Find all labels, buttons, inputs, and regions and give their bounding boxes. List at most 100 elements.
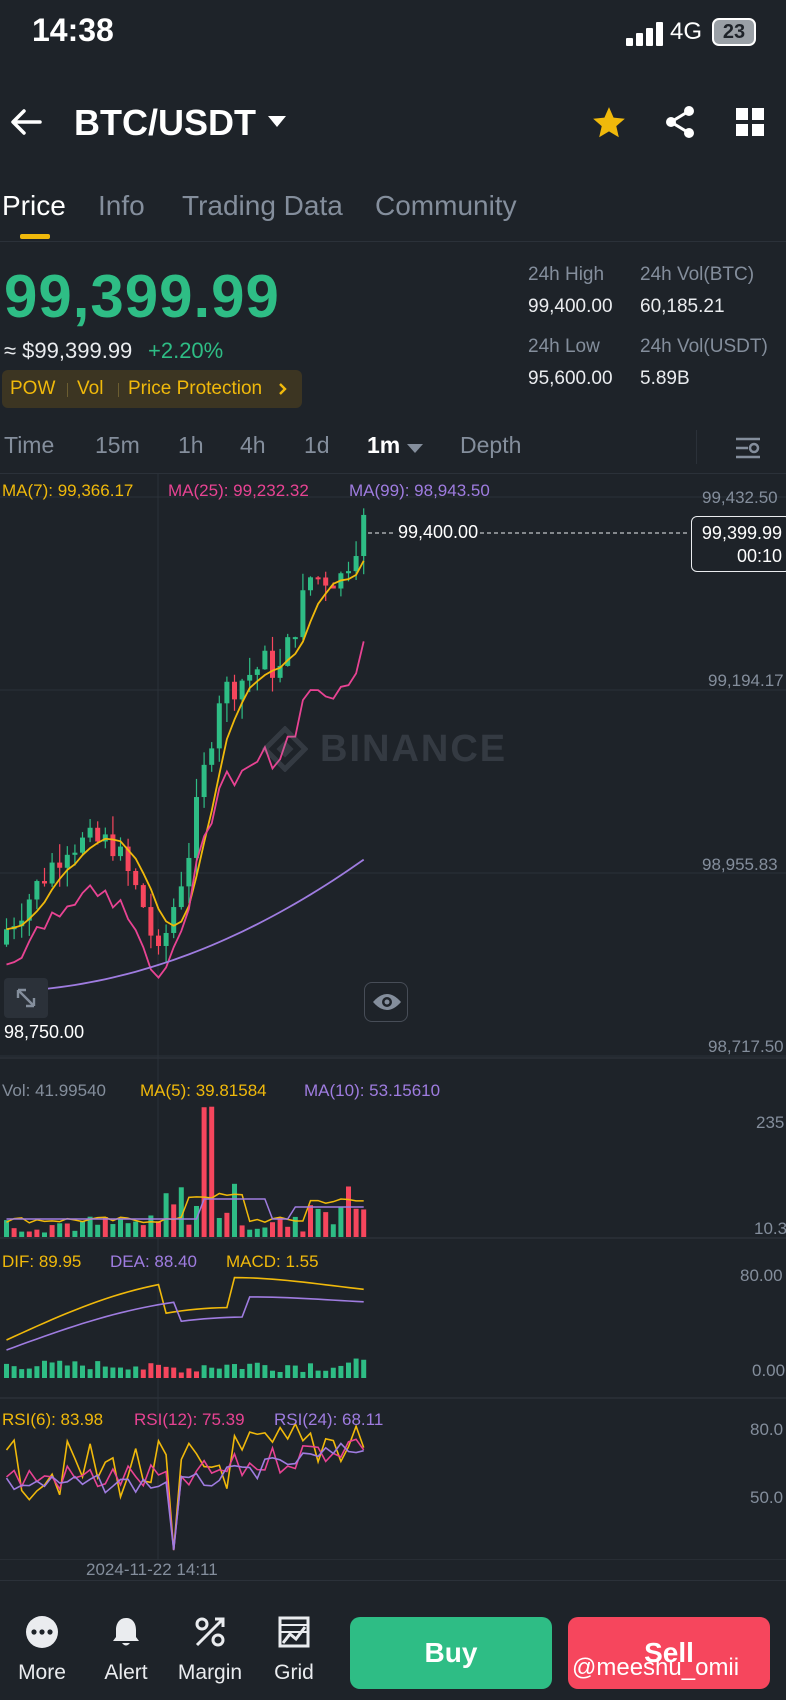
candle-body bbox=[308, 577, 313, 591]
grid-button[interactable]: Grid bbox=[254, 1615, 334, 1685]
alert-button[interactable]: Alert bbox=[86, 1615, 166, 1685]
buy-button[interactable]: Buy bbox=[350, 1617, 552, 1689]
eye-icon[interactable] bbox=[364, 982, 408, 1022]
macd-bar bbox=[224, 1364, 230, 1378]
candle-body bbox=[194, 797, 199, 858]
macd-bar bbox=[346, 1362, 351, 1378]
interval-depth[interactable]: Depth bbox=[460, 432, 522, 458]
fiat-price: ≈ $99,399.99 bbox=[4, 338, 133, 363]
candle-body bbox=[178, 886, 184, 908]
stat-low-value: 95,600.00 bbox=[528, 368, 613, 389]
interval-1m[interactable]: 1m bbox=[367, 432, 401, 458]
vol-y-tick-2: 10.3 bbox=[754, 1219, 786, 1238]
volume-bar bbox=[239, 1225, 245, 1237]
last-price-tag: 99,399.99 00:10 bbox=[691, 516, 786, 572]
tab-price[interactable]: Price bbox=[2, 190, 66, 221]
volume-bar bbox=[270, 1222, 275, 1237]
share-icon[interactable] bbox=[662, 104, 698, 140]
interval-1d[interactable]: 1d bbox=[304, 432, 330, 458]
high-price-marker: 99,400.00 bbox=[396, 522, 481, 543]
macd-bar bbox=[156, 1364, 161, 1378]
fullscreen-expand-icon[interactable] bbox=[4, 978, 48, 1018]
volume-bar bbox=[87, 1216, 93, 1237]
last-price: 99,399.99 bbox=[4, 263, 280, 330]
candle-body bbox=[346, 571, 351, 574]
macd-bar bbox=[110, 1367, 116, 1378]
candle-body bbox=[239, 680, 245, 700]
vol-y-tick-1: 235 bbox=[756, 1113, 785, 1132]
volume-bar bbox=[26, 1231, 32, 1237]
interval-15m[interactable]: 15m bbox=[95, 432, 140, 458]
candle-body bbox=[125, 846, 131, 872]
volume-bar bbox=[110, 1224, 116, 1237]
tab-community[interactable]: Community bbox=[375, 190, 517, 221]
status-time: 14:38 bbox=[32, 12, 114, 48]
tag-price-protection[interactable]: Price Protection bbox=[128, 378, 263, 399]
interval-time[interactable]: Time bbox=[4, 432, 55, 458]
macd-bar bbox=[216, 1368, 222, 1378]
grid-label: Grid bbox=[274, 1661, 314, 1684]
ma7-line bbox=[6, 560, 365, 931]
top-bar: BTC/USDT bbox=[0, 88, 786, 158]
macd-bar bbox=[95, 1361, 101, 1378]
volume-bar bbox=[361, 1209, 367, 1237]
macd-bar bbox=[186, 1368, 192, 1378]
candle-body bbox=[26, 899, 32, 921]
volume-bar bbox=[64, 1223, 70, 1237]
volume-bar bbox=[346, 1186, 351, 1237]
signal-icon bbox=[626, 22, 670, 46]
rsi24-line bbox=[5, 1442, 364, 1551]
volume-bar bbox=[72, 1230, 78, 1237]
alert-label: Alert bbox=[104, 1661, 148, 1684]
candle-body bbox=[247, 674, 253, 681]
price-chart[interactable] bbox=[0, 474, 786, 1560]
sell-button[interactable]: Sell bbox=[568, 1617, 770, 1689]
more-button[interactable]: More bbox=[2, 1615, 82, 1685]
volume-bar bbox=[178, 1187, 184, 1237]
volume-bar bbox=[125, 1223, 131, 1237]
macd-bar bbox=[292, 1365, 298, 1378]
stat-vol-usdt-label: 24h Vol(USDT) bbox=[640, 336, 768, 357]
tag-vol[interactable]: Vol bbox=[77, 378, 104, 399]
margin-label: Margin bbox=[177, 1661, 243, 1684]
tag-pow[interactable]: POW bbox=[10, 378, 56, 399]
candle-body bbox=[300, 590, 306, 638]
more-label: More bbox=[18, 1661, 66, 1684]
interval-caret-icon[interactable] bbox=[407, 444, 423, 453]
candle-body bbox=[277, 665, 283, 678]
ma99-label: MA(99): 98,943.50 bbox=[349, 481, 490, 500]
macd-bar bbox=[254, 1362, 260, 1378]
candle-countdown: 00:10 bbox=[736, 546, 782, 566]
vol-ma5-label: MA(5): 39.81584 bbox=[140, 1081, 267, 1100]
layout-grid-icon[interactable] bbox=[734, 106, 766, 138]
interval-1h[interactable]: 1h bbox=[178, 432, 204, 458]
pair-selector[interactable]: BTC/USDT bbox=[74, 102, 256, 143]
macd-bar bbox=[338, 1365, 344, 1378]
favorite-star-icon[interactable] bbox=[590, 104, 628, 142]
macd-bar bbox=[315, 1370, 321, 1378]
macd-bar bbox=[133, 1366, 139, 1378]
macd-bar bbox=[102, 1366, 108, 1378]
candle-body bbox=[80, 837, 85, 853]
candle-body bbox=[133, 871, 139, 886]
candle-body bbox=[270, 650, 275, 678]
rsi12-line bbox=[5, 1438, 365, 1551]
candle-body bbox=[224, 681, 230, 704]
tag-strip[interactable]: POW Vol Price Protection bbox=[2, 370, 302, 408]
macd-bar bbox=[19, 1369, 25, 1378]
candle-body bbox=[216, 703, 222, 749]
candle-body bbox=[262, 650, 268, 670]
tab-info[interactable]: Info bbox=[98, 190, 145, 221]
interval-4h[interactable]: 4h bbox=[240, 432, 266, 458]
caret-down-icon[interactable] bbox=[268, 116, 286, 127]
back-arrow-icon[interactable] bbox=[8, 104, 44, 140]
candle-body bbox=[118, 846, 123, 857]
volume-bar bbox=[201, 1107, 207, 1237]
candle-body bbox=[186, 857, 192, 887]
margin-button[interactable]: Margin bbox=[170, 1615, 250, 1685]
candle-body bbox=[330, 585, 336, 589]
tab-trading-data[interactable]: Trading Data bbox=[182, 190, 343, 221]
chart-settings-icon[interactable] bbox=[734, 434, 762, 462]
macd-dif-label: DIF: 89.95 bbox=[2, 1252, 82, 1271]
macd-value-label: MACD: 1.55 bbox=[226, 1252, 319, 1271]
